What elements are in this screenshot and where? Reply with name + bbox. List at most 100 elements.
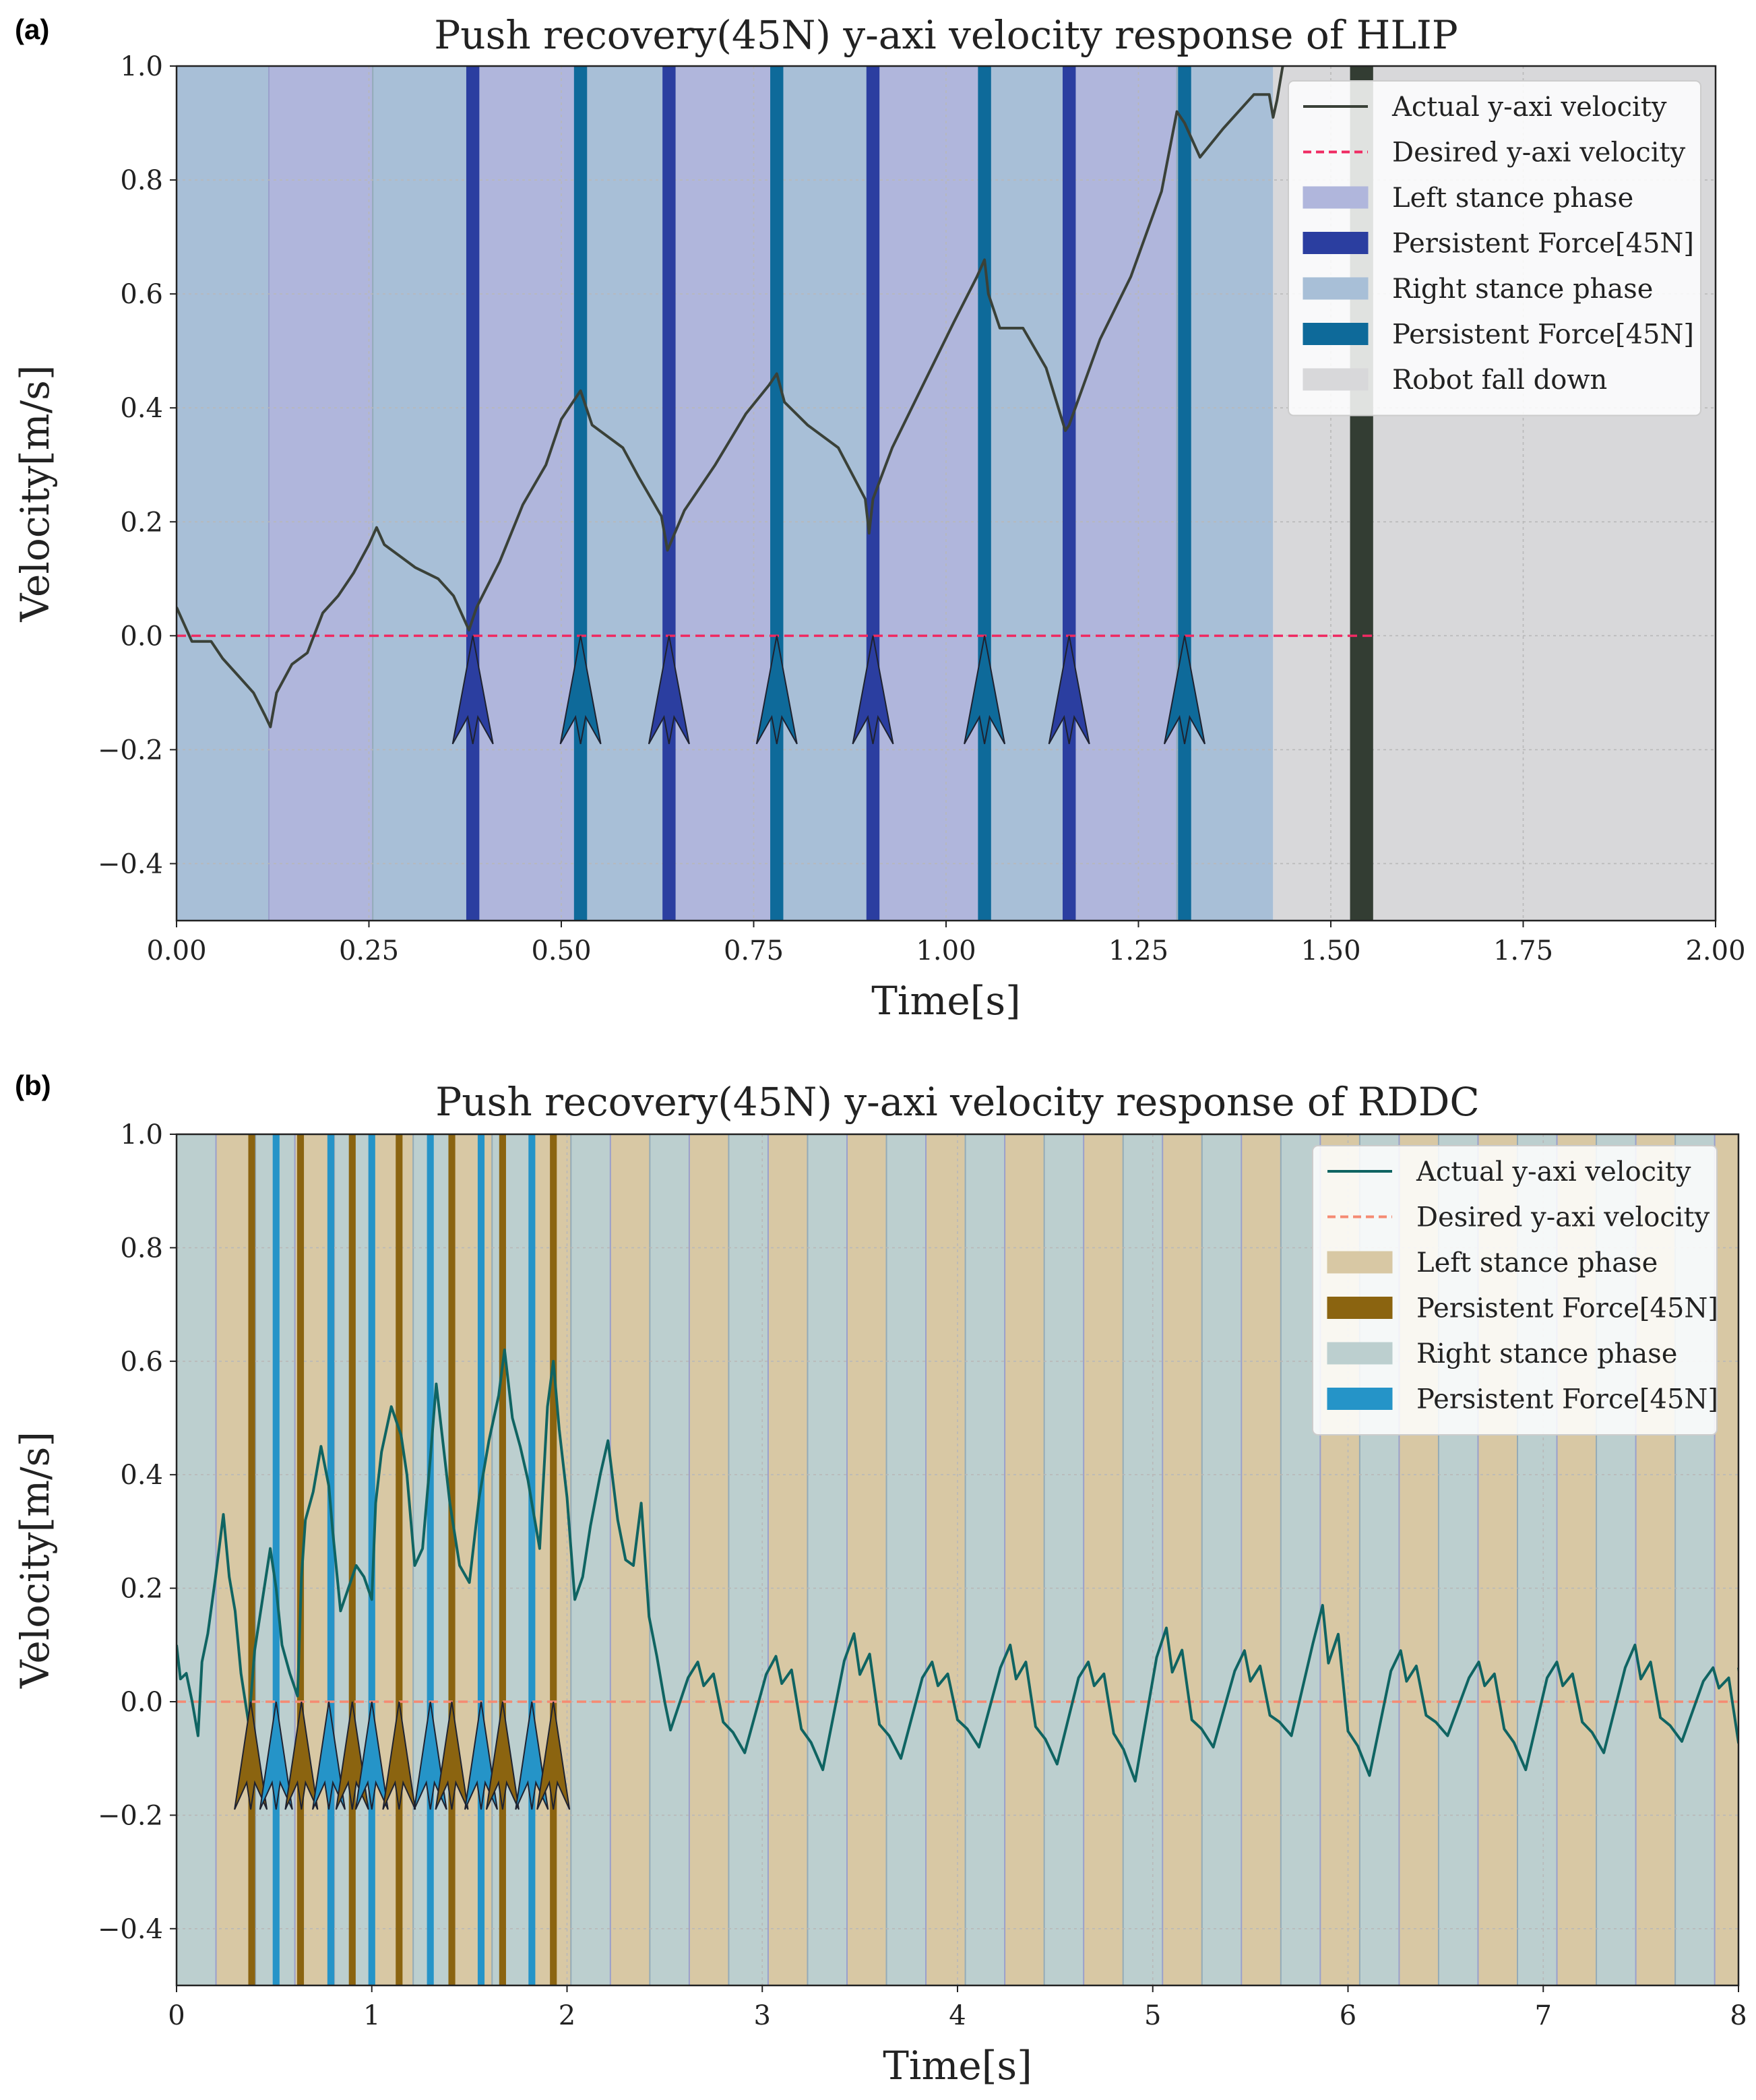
legend-swatch-4 xyxy=(1303,277,1369,300)
force-arrow-left-12 xyxy=(536,1701,571,1810)
legend-swatch-3 xyxy=(1327,1297,1393,1319)
right-stance-band-16 xyxy=(807,1134,848,1985)
force-arrow-left-2 xyxy=(284,1701,319,1810)
y-tick-label-4: 0.4 xyxy=(120,393,163,424)
force-bar-left-10 xyxy=(499,1134,506,1985)
force-bar-left-8 xyxy=(448,1134,456,1985)
legend-label-3: Persistent Force[45N] xyxy=(1392,228,1694,259)
legend-label-1: Desired y-axi velocity xyxy=(1416,1202,1710,1233)
chart-title-b: Push recovery(45N) y-axi velocity respon… xyxy=(435,1079,1480,1125)
force-arrow-right-3 xyxy=(312,1701,346,1810)
y-tick-label-4: 0.4 xyxy=(120,1460,163,1491)
legend-swatch-6 xyxy=(1303,368,1369,391)
y-tick-label-0: −0.4 xyxy=(98,1914,163,1945)
left-stance-band-19 xyxy=(926,1134,966,1985)
left-stance-band-27 xyxy=(1241,1134,1281,1985)
force-arrow-right-11 xyxy=(515,1701,549,1810)
x-tick-label-6: 1.50 xyxy=(1300,935,1360,966)
actual-velocity-line xyxy=(177,1349,1738,1783)
force-bar-right-7 xyxy=(427,1134,434,1985)
x-tick-label-5: 1.25 xyxy=(1108,935,1168,966)
x-tick-label-4: 1.00 xyxy=(916,935,976,966)
right-stance-band-26 xyxy=(1201,1134,1242,1985)
force-bar-right-9 xyxy=(477,1134,485,1985)
right-stance-band-8 xyxy=(492,1134,532,1985)
force-arrow-left-10 xyxy=(485,1701,520,1810)
force-arrow-right-3 xyxy=(755,636,798,745)
x-tick-label-3: 0.75 xyxy=(724,935,784,966)
legend-label-3: Persistent Force[45N] xyxy=(1416,1293,1718,1324)
left-stance-band-15 xyxy=(767,1134,808,1985)
x-tick-label-3: 3 xyxy=(754,2000,771,2031)
right-stance-band-6 xyxy=(776,66,869,921)
right-stance-band-10 xyxy=(1177,66,1274,921)
x-axis-label-a: Time[s] xyxy=(871,978,1021,1024)
y-tick-label-3: 0.2 xyxy=(120,1574,163,1605)
chart-title-a: Push recovery(45N) y-axi velocity respon… xyxy=(434,12,1458,58)
left-stance-band-11 xyxy=(610,1134,650,1985)
x-axis-label-b: Time[s] xyxy=(883,2043,1032,2089)
force-arrow-right-5 xyxy=(354,1701,389,1810)
left-stance-band-7 xyxy=(869,66,985,921)
y-tick-label-3: 0.2 xyxy=(120,507,163,538)
left-stance-band-17 xyxy=(847,1134,887,1985)
force-arrow-right-5 xyxy=(964,636,1006,745)
y-tick-label-2: 0.0 xyxy=(120,621,163,652)
force-bar-right-11 xyxy=(528,1134,536,1985)
legend-swatch-5 xyxy=(1327,1388,1393,1410)
x-tick-label-4: 4 xyxy=(949,2000,966,2031)
legend-a: Actual y-axi velocity Desired y-axi veloc… xyxy=(1288,80,1701,416)
right-stance-band-18 xyxy=(886,1134,927,1985)
x-tick-label-8: 8 xyxy=(1730,2000,1747,2031)
force-bar-right-3 xyxy=(327,1134,334,1985)
y-tick-label-6: 0.8 xyxy=(120,1233,163,1264)
force-bar-right-7 xyxy=(1178,66,1191,921)
x-tick-label-2: 0.50 xyxy=(531,935,591,966)
chart-panel-a: 0.00 0.25 0.50 0.75 1.00 1.25 1.50 1.75 2.00 −0.4… xyxy=(12,12,1746,1024)
chart-panel-b: 0 1 2 3 4 5 6 7 8 −0.4 −0.2 0.0 0.2 0.4 0.6 0.8 1.0 (b) Pu… xyxy=(12,1070,1747,2089)
right-stance-band-24 xyxy=(1123,1134,1163,1985)
force-arrow-left-4 xyxy=(852,636,894,745)
force-bar-left-6 xyxy=(396,1134,403,1985)
left-stance-band-13 xyxy=(689,1134,729,1985)
plot-area-a xyxy=(177,66,1716,921)
force-arrow-right-1 xyxy=(559,636,602,745)
y-tick-label-5: 0.6 xyxy=(120,279,163,310)
legend-label-4: Right stance phase xyxy=(1416,1338,1677,1369)
right-stance-band-8 xyxy=(984,66,1066,921)
y-tick-label-7: 1.0 xyxy=(120,51,163,82)
force-bar-left-4 xyxy=(348,1134,356,1985)
force-bar-left-2 xyxy=(296,1134,305,1985)
force-bar-left-2 xyxy=(662,66,676,921)
legend-label-1: Desired y-axi velocity xyxy=(1392,137,1686,168)
right-stance-band-14 xyxy=(728,1134,768,1985)
legend-box-a xyxy=(1288,80,1701,416)
right-stance-band-10 xyxy=(571,1134,610,1985)
force-bar-right-1 xyxy=(272,1134,280,1985)
legend-swatch-5 xyxy=(1303,323,1369,345)
left-stance-band-21 xyxy=(1005,1134,1044,1985)
legend-label-5: Persistent Force[45N] xyxy=(1416,1384,1718,1415)
force-arrow-left-6 xyxy=(382,1701,416,1810)
y-tick-label-0: −0.4 xyxy=(98,848,163,879)
x-tick-label-5: 5 xyxy=(1144,2000,1161,2031)
force-bar-right-5 xyxy=(368,1134,375,1985)
left-stance-band-3 xyxy=(468,66,577,921)
force-arrow-right-7 xyxy=(1164,636,1205,745)
legend-label-4: Right stance phase xyxy=(1392,274,1653,305)
left-stance-band-39 xyxy=(1714,1134,1738,1985)
right-stance-band-20 xyxy=(965,1134,1005,1985)
left-stance-band-5 xyxy=(373,1134,414,1985)
legend-label-0: Actual y-axi velocity xyxy=(1391,92,1667,123)
x-tick-label-8: 2.00 xyxy=(1685,935,1745,966)
left-stance-band-1 xyxy=(269,66,373,921)
x-tick-label-0: 0 xyxy=(168,2000,185,2031)
legend-box-b xyxy=(1312,1145,1718,1435)
legend-swatch-3 xyxy=(1303,232,1369,254)
legend-swatch-2 xyxy=(1303,186,1369,209)
legend-label-5: Persistent Force[45N] xyxy=(1392,319,1694,350)
y-axis-label-b: Velocity[m/s] xyxy=(12,1431,58,1689)
left-stance-band-5 xyxy=(665,66,777,921)
x-tick-label-0: 0.00 xyxy=(146,935,206,966)
force-arrow-left-0 xyxy=(234,1701,268,1810)
